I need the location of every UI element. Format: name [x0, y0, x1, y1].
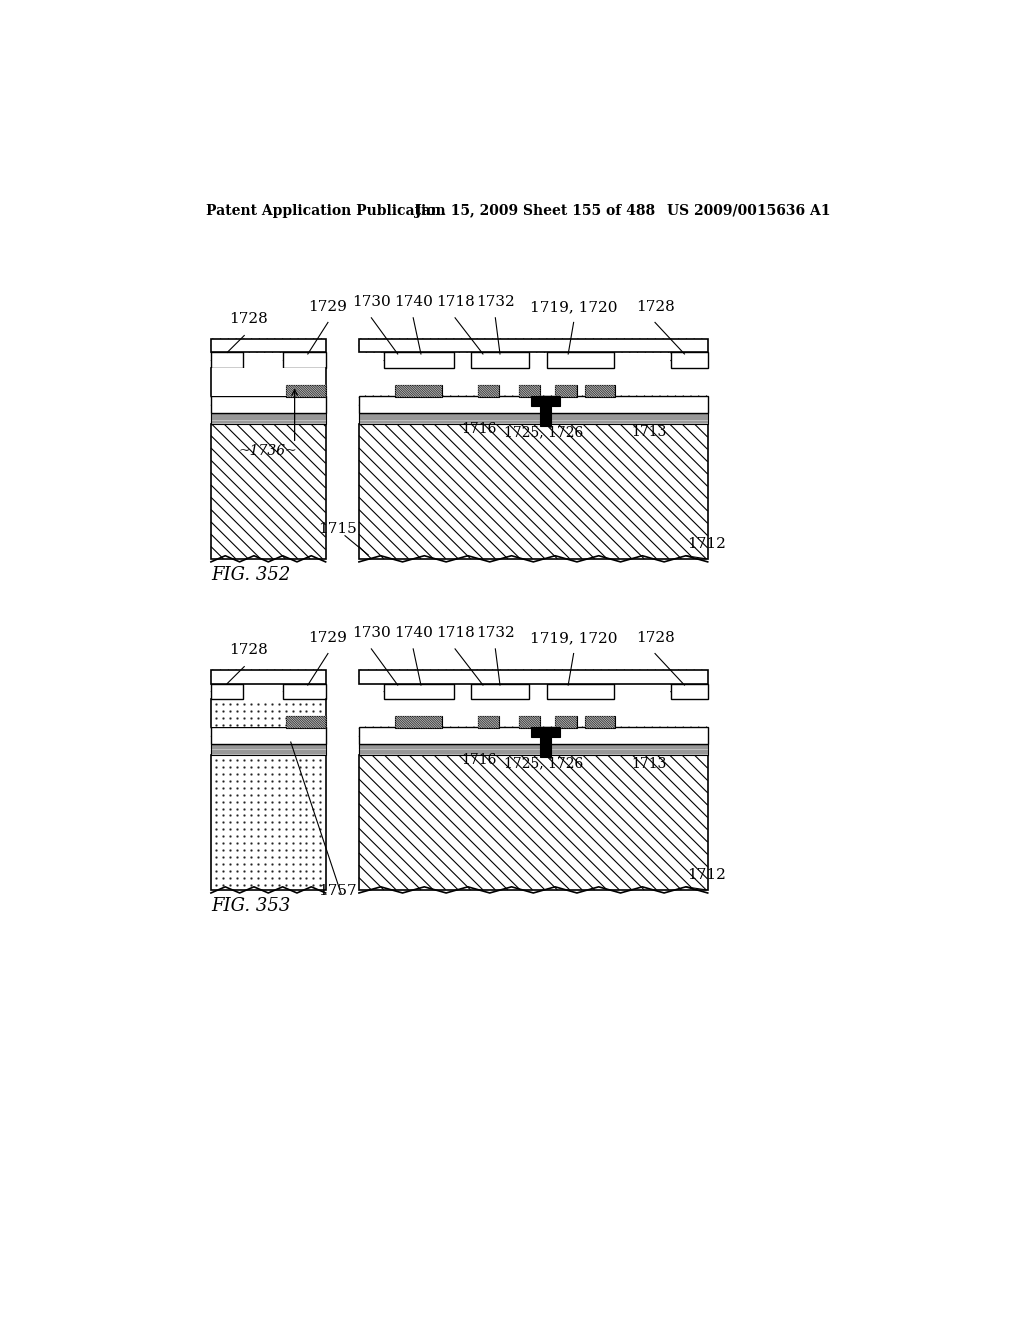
Bar — [359, 412, 708, 424]
Text: 1712: 1712 — [687, 537, 726, 552]
Bar — [477, 715, 500, 729]
Text: 1713: 1713 — [632, 756, 667, 771]
Text: 1732: 1732 — [476, 296, 515, 309]
Bar — [671, 352, 708, 368]
Bar — [395, 385, 442, 397]
Bar — [286, 715, 327, 729]
Text: 1716: 1716 — [461, 752, 497, 767]
Bar — [531, 396, 560, 407]
Bar — [359, 396, 708, 412]
Text: 1716: 1716 — [461, 421, 497, 436]
Bar — [359, 743, 708, 755]
Text: 1715: 1715 — [317, 521, 356, 536]
Bar — [586, 715, 614, 729]
Bar — [384, 352, 454, 368]
Bar — [211, 412, 326, 424]
Bar — [555, 715, 577, 729]
Text: 1730: 1730 — [352, 627, 391, 640]
Bar — [518, 715, 541, 729]
Bar — [384, 684, 454, 700]
Text: 1728: 1728 — [636, 631, 675, 645]
Text: 1728: 1728 — [228, 313, 267, 326]
Text: Sheet 155 of 488: Sheet 155 of 488 — [523, 203, 655, 218]
Bar — [359, 424, 708, 558]
Bar — [471, 352, 528, 368]
Bar — [286, 385, 327, 397]
Text: FIG. 353: FIG. 353 — [211, 898, 290, 916]
Bar — [531, 726, 560, 738]
Text: 1725, 1726: 1725, 1726 — [504, 756, 583, 771]
Text: 1732: 1732 — [476, 627, 515, 640]
Bar — [395, 715, 442, 729]
Text: 1730: 1730 — [352, 296, 391, 309]
Bar — [211, 743, 326, 755]
Bar — [541, 396, 551, 426]
Bar — [359, 726, 708, 743]
Bar — [477, 385, 500, 397]
Text: 1729: 1729 — [308, 631, 347, 645]
Text: ~1736~: ~1736~ — [239, 444, 297, 458]
Bar — [359, 339, 708, 352]
Bar — [211, 669, 326, 684]
Bar — [211, 396, 326, 412]
Bar — [555, 385, 577, 397]
Bar — [211, 368, 326, 396]
Bar — [211, 352, 244, 368]
Bar — [518, 385, 541, 397]
Bar — [547, 684, 614, 700]
Text: 1725, 1726: 1725, 1726 — [504, 425, 583, 440]
Bar — [283, 684, 327, 700]
Bar — [471, 684, 528, 700]
Text: 1728: 1728 — [636, 300, 675, 314]
Bar — [283, 352, 327, 368]
Bar — [547, 352, 614, 368]
Bar — [211, 339, 326, 352]
Text: 1718: 1718 — [435, 627, 474, 640]
Bar — [359, 755, 708, 890]
Text: 1740: 1740 — [394, 296, 432, 309]
Text: 1728: 1728 — [228, 643, 267, 657]
Text: 1740: 1740 — [394, 627, 432, 640]
Text: 1719, 1720: 1719, 1720 — [529, 631, 617, 645]
Bar — [211, 684, 244, 700]
Bar — [586, 385, 614, 397]
Text: 1719, 1720: 1719, 1720 — [529, 300, 617, 314]
Text: Jan. 15, 2009: Jan. 15, 2009 — [415, 203, 518, 218]
Text: 1718: 1718 — [435, 296, 474, 309]
Bar — [211, 700, 326, 726]
Bar — [211, 424, 326, 558]
Bar — [541, 726, 551, 758]
Bar — [211, 726, 326, 743]
Text: FIG. 352: FIG. 352 — [211, 566, 290, 585]
Bar — [211, 755, 326, 890]
Text: 1757: 1757 — [317, 883, 356, 898]
Text: 1712: 1712 — [687, 869, 726, 882]
Text: US 2009/0015636 A1: US 2009/0015636 A1 — [667, 203, 830, 218]
Text: 1729: 1729 — [308, 300, 347, 314]
Bar — [671, 684, 708, 700]
Text: 1713: 1713 — [632, 425, 667, 440]
Text: Patent Application Publication: Patent Application Publication — [206, 203, 445, 218]
Bar — [359, 669, 708, 684]
